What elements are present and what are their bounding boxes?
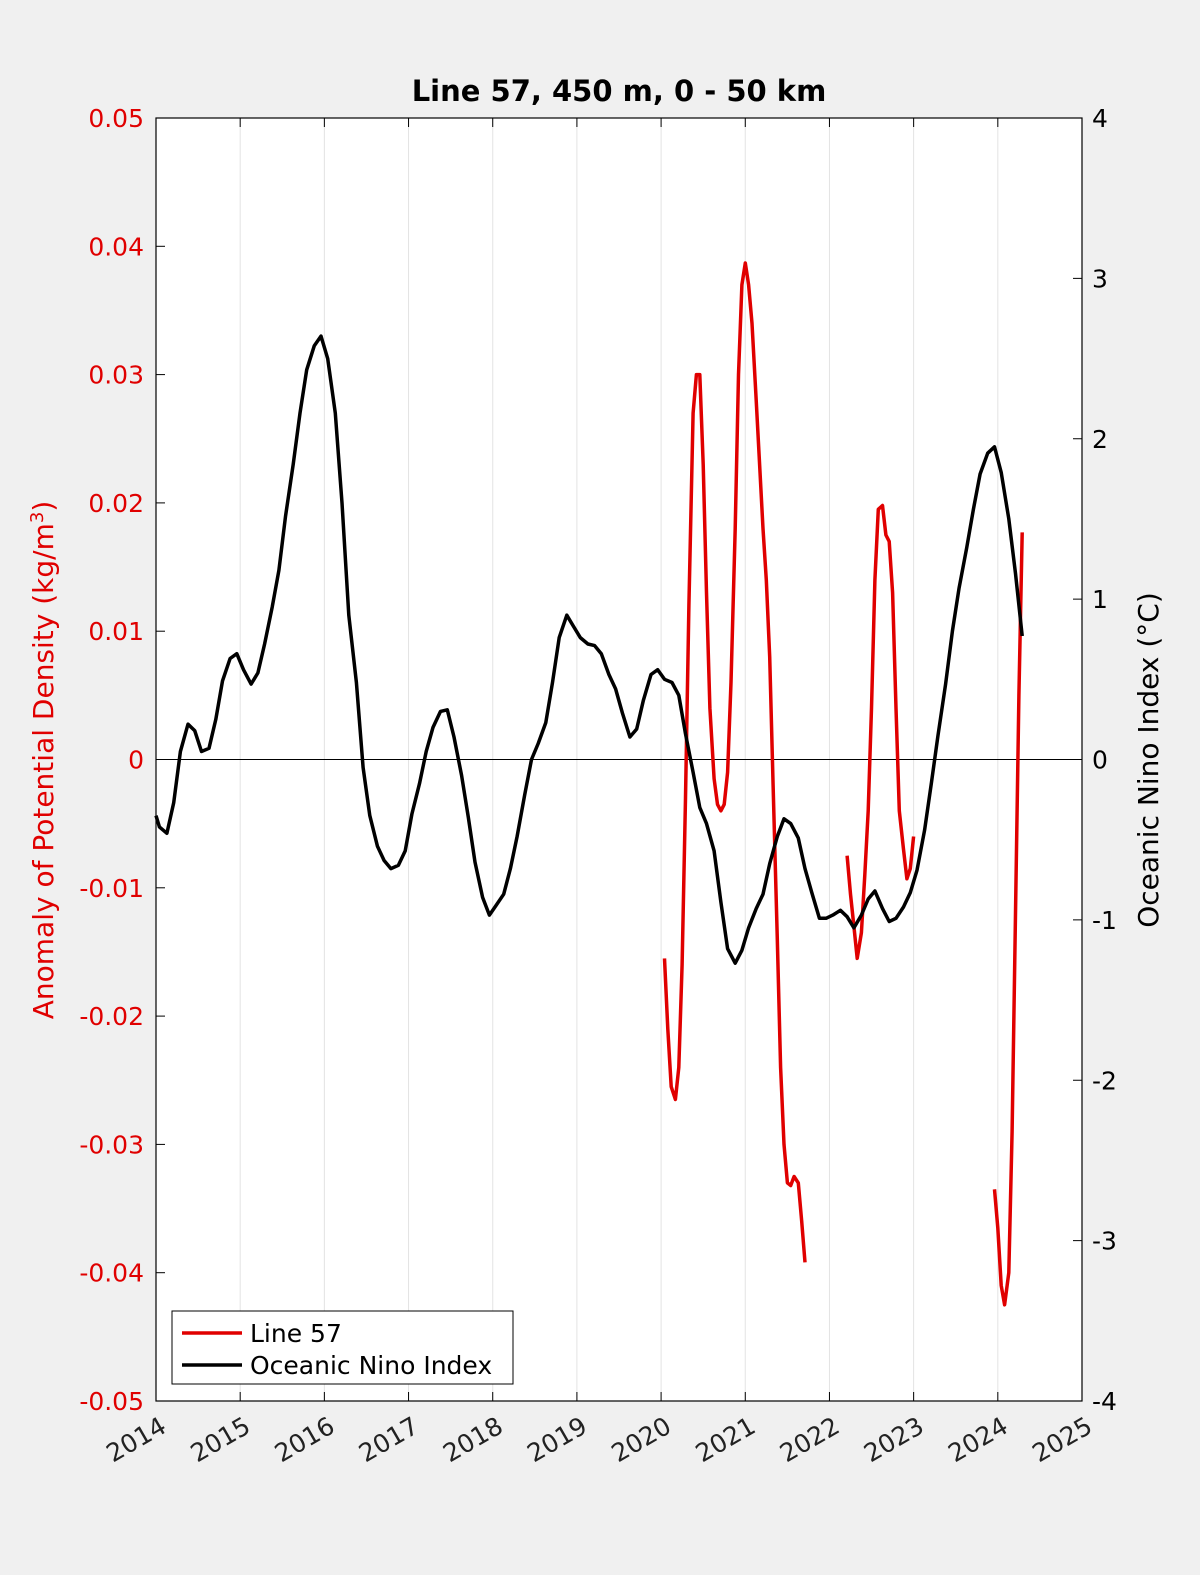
series-line-57-path [992, 532, 1024, 1307]
y-left-tick-label: 0.02 [88, 489, 144, 518]
y-right-tick-label: 2 [1092, 425, 1108, 454]
y-right-tick-label: 1 [1092, 585, 1108, 614]
x-tick-label: 2016 [270, 1411, 340, 1468]
x-tick-label: 2024 [943, 1411, 1013, 1468]
y-right-tick-label: 4 [1092, 104, 1108, 133]
series-line-57-path [662, 261, 807, 1263]
legend-label-line-57: Line 57 [250, 1319, 342, 1348]
x-tick-label: 2021 [691, 1411, 761, 1468]
x-tick-label: 2014 [101, 1411, 171, 1468]
legend-box [171, 1310, 514, 1385]
y-left-tick-label: 0.04 [88, 232, 144, 261]
y-right-tick-label: 0 [1092, 746, 1108, 775]
y-left-tick-label: -0.03 [79, 1130, 144, 1159]
x-tick-label: 2015 [186, 1411, 256, 1468]
x-tick-label: 2017 [354, 1411, 424, 1468]
ticks: 2014 2015 2016 2017 2018 2019 2020 2021 2022 2023… [79, 104, 1117, 1468]
y-right-tick-label: -4 [1092, 1387, 1117, 1416]
y-axis-left-label-sup: 3 [27, 512, 48, 523]
x-tick-label: 2023 [859, 1411, 929, 1468]
y-right-tick-label: -2 [1092, 1066, 1117, 1095]
y-right-tick-label: 3 [1092, 264, 1108, 293]
y-left-tick-label: 0.03 [88, 361, 144, 390]
x-tick-label: 2018 [438, 1411, 508, 1468]
series-oni-path [154, 334, 1024, 965]
y-axis-left-label: Anomaly of Potential Density (kg/m3) [27, 501, 61, 1020]
x-tick-label: 2022 [775, 1411, 845, 1468]
series-line-57-path [845, 503, 916, 961]
y-left-tick-label: 0.05 [88, 104, 144, 133]
y-left-tick-label: -0.04 [79, 1259, 144, 1288]
x-tick-label: 2019 [522, 1411, 592, 1468]
series-layer [154, 261, 1024, 1307]
y-axis-right-label: Oceanic Nino Index (°C) [1132, 592, 1165, 928]
x-tick-label: 2020 [606, 1411, 676, 1468]
y-right-tick-label: -3 [1092, 1227, 1117, 1256]
legend: Line 57 Oceanic Nino Index [171, 1310, 514, 1385]
y-right-tick-label: -1 [1092, 906, 1117, 935]
legend-label-oni: Oceanic Nino Index [250, 1351, 492, 1380]
y-left-tick-label: -0.02 [79, 1002, 144, 1031]
chart-title: Line 57, 450 m, 0 - 50 km [412, 74, 827, 108]
y-left-tick-label: -0.05 [79, 1387, 144, 1416]
y-left-tick-label: -0.01 [79, 874, 144, 903]
y-left-tick-label: 0 [128, 746, 144, 775]
x-tick-label: 2025 [1027, 1411, 1097, 1468]
y-left-tick-label: 0.01 [88, 617, 144, 646]
